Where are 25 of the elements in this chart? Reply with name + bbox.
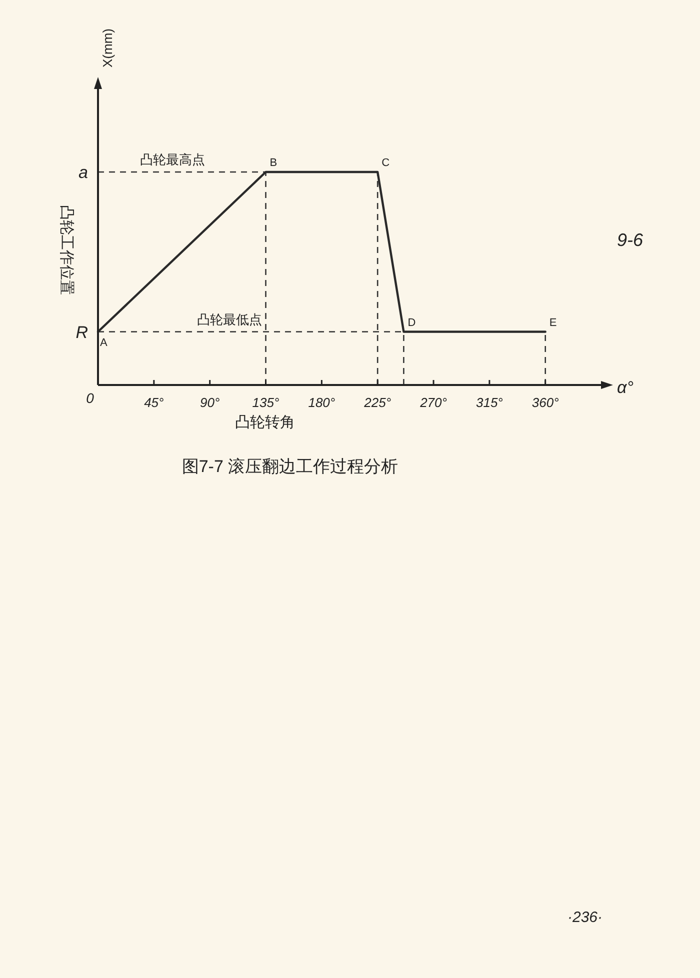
- x-axis-title: 凸轮转角: [235, 414, 295, 431]
- x-tick-label: 135°: [252, 395, 280, 410]
- annotation: E: [549, 316, 557, 329]
- x-tick-label: 45°: [144, 395, 164, 410]
- annotation: D: [408, 316, 416, 329]
- x-tick-label: 270°: [419, 395, 447, 410]
- x-tick-label: 360°: [532, 395, 559, 410]
- x-tick-label: 315°: [476, 395, 503, 410]
- ref-line-label: a: [78, 163, 88, 182]
- annotation: B: [270, 157, 278, 169]
- x-tick-label: 90°: [200, 395, 220, 410]
- annotation: C: [382, 157, 390, 169]
- annotation: 凸轮最低点: [197, 312, 262, 327]
- ref-line-label: R: [76, 322, 88, 342]
- text: ·236·: [567, 909, 603, 926]
- x-tick-label: 180°: [308, 395, 336, 410]
- text: α°: [617, 378, 634, 397]
- annotation: A: [100, 336, 108, 349]
- annotation: 凸轮最高点: [140, 152, 206, 167]
- x-tick-label: 225°: [363, 395, 392, 410]
- y-axis-title: 凸轮工作位置: [58, 205, 75, 295]
- x-tick-label: 0: [86, 390, 94, 406]
- text: 图7-7 滚压翻边工作过程分析: [182, 457, 398, 476]
- text: 9-6: [616, 230, 644, 250]
- text: X(mm): [100, 28, 115, 68]
